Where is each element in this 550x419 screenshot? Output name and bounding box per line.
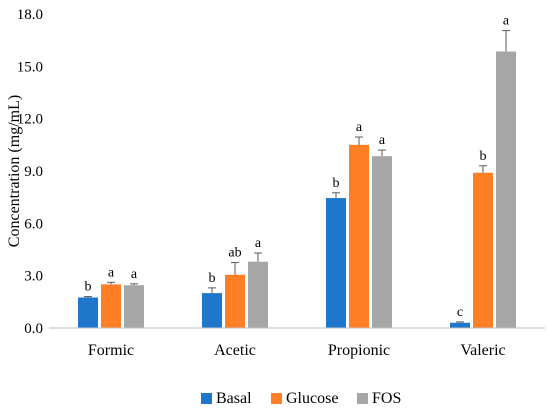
error-bar-fos-acetic — [254, 252, 262, 262]
error-bar-glucose-propionic — [355, 136, 363, 145]
legend-label: Glucose — [286, 390, 338, 407]
error-bar-fos-formic — [130, 283, 138, 286]
legend-label: FOS — [372, 390, 401, 407]
significance-label: a — [503, 14, 510, 29]
significance-label: ab — [228, 246, 241, 261]
category-labels: Formic Acetic Propionic Valeric — [88, 342, 506, 359]
bar-glucose-acetic — [225, 274, 245, 328]
error-bar-fos-valeric — [502, 30, 510, 52]
x-tick-label-acetic: Acetic — [214, 342, 256, 359]
y-axis-ticks: 0.0 3.0 6.0 9.0 12.0 15.0 18.0 — [17, 7, 43, 337]
y-tick-label: 15.0 — [17, 59, 43, 75]
significance-label: b — [480, 149, 487, 164]
legend-item-basal: Basal — [201, 390, 252, 407]
x-tick-label-valeric: Valeric — [460, 342, 505, 359]
y-tick-label: 12.0 — [17, 112, 43, 128]
error-bar-basal-valeric — [456, 321, 464, 323]
bar-basal-valeric — [450, 322, 470, 328]
bar-basal-formic — [78, 297, 98, 328]
significance-label: b — [333, 176, 340, 191]
bar-glucose-propionic — [349, 144, 369, 328]
bar-fos-acetic — [248, 261, 268, 328]
significance-label: a — [379, 133, 386, 148]
x-tick-label-formic: Formic — [88, 342, 134, 359]
legend-item-fos: FOS — [357, 390, 401, 407]
significance-label: a — [356, 120, 363, 135]
error-bar-fos-propionic — [378, 149, 386, 157]
legend-label: Basal — [216, 390, 252, 407]
significance-label: a — [255, 236, 262, 251]
legend-swatch — [271, 393, 282, 404]
legend-swatch — [201, 393, 212, 404]
significance-label: b — [209, 271, 216, 286]
bar-glucose-valeric — [473, 172, 493, 328]
error-bar-glucose-valeric — [479, 165, 487, 173]
y-tick-label: 3.0 — [24, 269, 43, 285]
error-bar-glucose-formic — [107, 281, 115, 285]
error-bar-glucose-acetic — [231, 262, 239, 275]
bar-basal-acetic — [202, 293, 222, 328]
bar-fos-propionic — [372, 156, 392, 328]
error-bar-basal-propionic — [332, 192, 340, 199]
significance-label: c — [457, 305, 463, 320]
y-tick-label: 18.0 — [17, 7, 43, 23]
y-tick-label: 9.0 — [24, 164, 43, 180]
significance-label: b — [85, 280, 92, 295]
legend-swatch — [357, 393, 368, 404]
legend: Basal Glucose FOS — [201, 390, 401, 407]
bar-basal-propionic — [326, 198, 346, 328]
error-bar-basal-acetic — [208, 287, 216, 294]
bar-fos-formic — [124, 285, 144, 328]
y-tick-label: 6.0 — [24, 216, 43, 232]
significance-label: a — [108, 265, 115, 280]
x-tick-label-propionic: Propionic — [328, 342, 390, 359]
error-bar-basal-formic — [84, 296, 92, 298]
y-tick-label: 0.0 — [24, 321, 43, 337]
bar-fos-valeric — [496, 51, 516, 328]
legend-item-glucose: Glucose — [271, 390, 338, 407]
significance-label: a — [131, 267, 138, 282]
bar-glucose-formic — [101, 284, 121, 328]
y-axis-title: Concentration (mg/mL) — [6, 95, 23, 247]
